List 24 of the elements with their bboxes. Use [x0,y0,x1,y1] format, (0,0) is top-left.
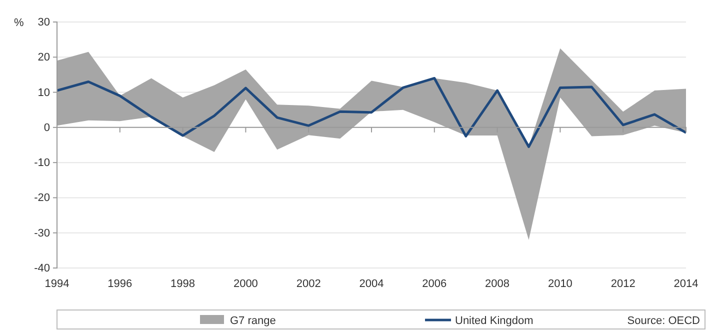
y-tick-label: -40 [34,262,50,275]
x-tick-label: 1998 [170,278,196,290]
x-tick-label: 2012 [610,278,636,290]
line-series [56,76,688,148]
y-tick-label: -20 [34,192,50,204]
x-tick-label: 2006 [422,278,447,290]
x-tick-label: 1994 [44,278,70,290]
y-tick-label: 10 [38,86,50,99]
x-tick-label: 1996 [108,278,132,290]
x-tick-label: 2004 [359,278,384,290]
y-tick-label: -30 [34,227,50,240]
y-tick-label: 0 [44,122,50,134]
x-tick-label: 2002 [296,278,321,290]
source-note: Source: OECD [627,315,700,327]
x-tick-label: 2000 [233,278,258,290]
legend-label: G7 range [230,315,276,327]
y-tick-label: 30 [38,16,50,29]
x-tick-label: 2008 [485,278,510,290]
y-axis-title: % [14,17,24,29]
y-tick-label: -10 [34,157,50,170]
legend-label: United Kingdom [455,315,534,327]
y-tick-label: 20 [38,52,50,64]
x-tick-label: 2010 [548,278,572,290]
x-tick-label: 2014 [674,278,698,290]
